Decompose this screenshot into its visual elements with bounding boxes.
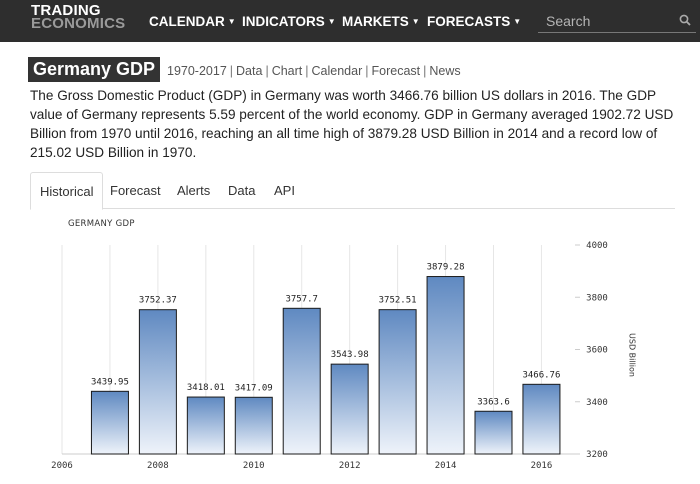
nav-indicators[interactable]: INDICATORS ▼ — [242, 0, 336, 42]
tab-bar: Historical Forecast Alerts Data API — [30, 172, 675, 210]
nav-markets-label: MARKETS — [342, 13, 409, 29]
sublink-data[interactable]: Data — [236, 64, 263, 78]
caret-down-icon: ▼ — [513, 17, 522, 26]
caret-down-icon: ▼ — [327, 17, 336, 26]
nav-markets[interactable]: MARKETS ▼ — [342, 0, 420, 42]
separator: | — [305, 64, 309, 78]
logo-line-1: TRADING — [31, 2, 101, 19]
chart-title: GERMANY GDP — [68, 219, 135, 229]
data-label-2011: 3757.7 — [285, 294, 318, 304]
tab-alerts[interactable]: Alerts — [177, 183, 211, 198]
logo-line-2: ECONOMICS — [31, 15, 126, 32]
separator: | — [365, 64, 369, 78]
bar-2007 — [90, 390, 129, 455]
y-tick-label-4000: 4000 — [586, 241, 608, 251]
tab-data[interactable]: Data — [228, 183, 256, 198]
data-label-2013: 3752.51 — [379, 296, 417, 306]
x-tick-label-2010: 2010 — [243, 461, 265, 471]
tab-historical[interactable]: Historical — [30, 172, 104, 210]
trading-economics-logo[interactable]: TRADING ECONOMICS — [31, 2, 131, 32]
bar-2010 — [234, 396, 273, 455]
nav-calendar-label: CALENDAR — [149, 13, 225, 29]
data-label-2014: 3879.28 — [427, 263, 465, 273]
sublink-news[interactable]: News — [429, 64, 461, 78]
bar-2015 — [474, 410, 513, 455]
data-label-2010: 3417.09 — [235, 383, 273, 393]
separator: | — [265, 64, 269, 78]
x-tick-label-2012: 2012 — [339, 461, 361, 471]
x-tick-label-2006: 2006 — [51, 461, 73, 471]
bar-2009 — [186, 396, 225, 455]
tab-forecast[interactable]: Forecast — [110, 183, 161, 198]
y-tick-label-3800: 3800 — [586, 293, 608, 303]
tab-api[interactable]: API — [274, 183, 295, 198]
page-title: Germany GDP — [28, 57, 161, 82]
search-icon[interactable] — [679, 14, 691, 26]
y-tick-label-3400: 3400 — [586, 398, 608, 408]
separator: | — [229, 64, 234, 78]
bar-2013 — [378, 309, 417, 455]
bar-2011 — [282, 307, 321, 455]
top-navbar: TRADING ECONOMICS CALENDAR ▼ INDICATORS ▼ … — [0, 0, 700, 42]
data-label-2007: 3439.95 — [91, 377, 129, 387]
search-box — [538, 9, 696, 33]
bar-2012 — [330, 363, 369, 455]
bar-2014 — [426, 276, 465, 455]
sublink-range[interactable]: 1970-2017 — [167, 64, 227, 78]
sublink-forecast[interactable]: Forecast — [371, 64, 421, 78]
caret-down-icon: ▼ — [227, 17, 236, 26]
sublinks: 1970-2017 | Data | Chart | Calendar | Forecast | N… — [167, 64, 461, 78]
caret-down-icon: ▼ — [411, 17, 420, 26]
data-label-2009: 3418.01 — [187, 383, 225, 393]
nav-forecasts[interactable]: FORECASTS ▼ — [427, 0, 521, 42]
y-tick-label-3600: 3600 — [586, 346, 608, 356]
x-tick-label-2014: 2014 — [435, 461, 457, 471]
nav-forecasts-label: FORECASTS — [427, 13, 511, 29]
data-label-2008: 3752.37 — [139, 296, 177, 306]
nav-indicators-label: INDICATORS — [242, 13, 325, 29]
x-tick-label-2016: 2016 — [531, 461, 553, 471]
x-tick-label-2008: 2008 — [147, 461, 169, 471]
y-axis-unit-label: USD Billion — [627, 333, 637, 377]
nav-calendar[interactable]: CALENDAR ▼ — [149, 0, 236, 42]
gdp-description: The Gross Domestic Product (GDP) in Germ… — [30, 88, 674, 160]
separator: | — [423, 64, 427, 78]
sublink-chart[interactable]: Chart — [271, 64, 303, 78]
data-label-2016: 3466.76 — [522, 370, 560, 380]
data-label-2015: 3363.6 — [477, 397, 510, 407]
sublink-calendar[interactable]: Calendar — [311, 64, 363, 78]
bar-2008 — [138, 309, 177, 455]
bar-2016 — [522, 383, 561, 455]
data-label-2012: 3543.98 — [331, 350, 369, 360]
search-input[interactable] — [546, 11, 671, 31]
y-tick-label-3200: 3200 — [586, 450, 608, 460]
